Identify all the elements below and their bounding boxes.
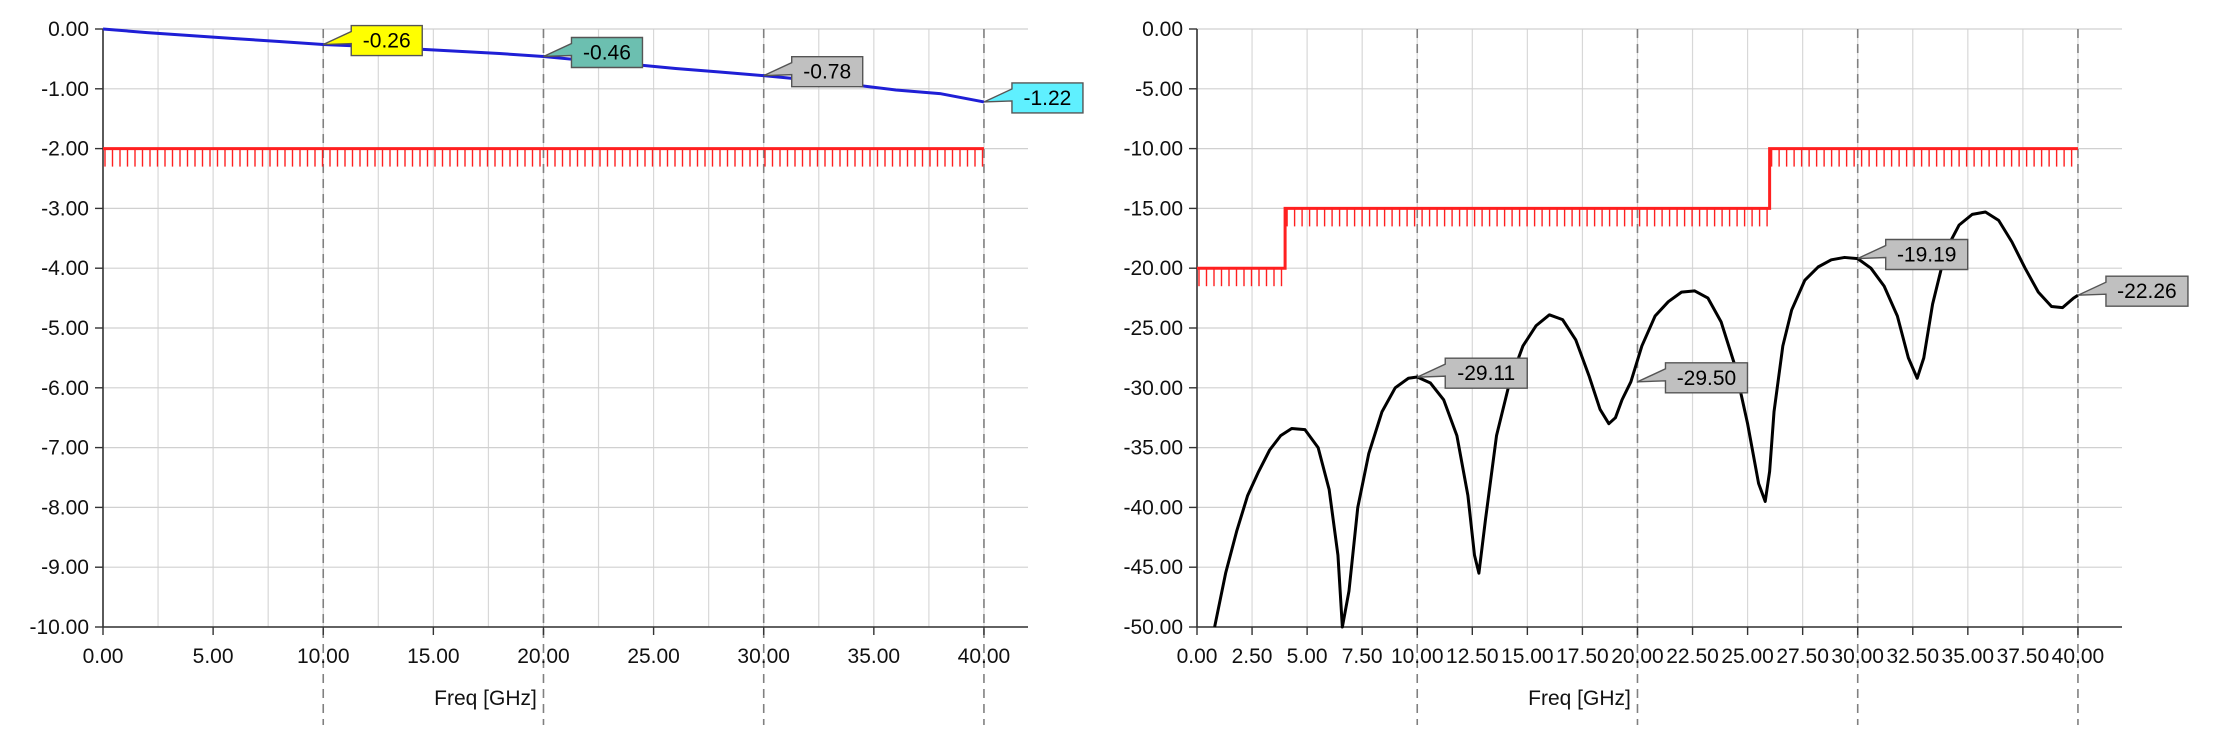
y-tick-label: -10.00 <box>29 616 89 639</box>
x-tick-label: 25.00 <box>1721 645 1774 668</box>
y-tick-label: -10.00 <box>1123 138 1183 161</box>
marker-label: -0.26 <box>363 30 411 53</box>
y-tick-label: -5.00 <box>41 317 89 340</box>
x-tick-label: 15.00 <box>1501 645 1554 668</box>
x-tick-label: 0.00 <box>1177 645 1218 668</box>
y-tick-label: -6.00 <box>41 377 89 400</box>
marker-callout <box>1416 357 1528 389</box>
x-tick-label: 32.50 <box>1886 645 1939 668</box>
y-tick-label: -3.00 <box>41 197 89 220</box>
marker-callout <box>763 55 864 88</box>
y-tick-label: -5.00 <box>1135 78 1183 101</box>
x-tick-label: 17.50 <box>1556 645 1609 668</box>
y-tick-label: -8.00 <box>41 496 89 519</box>
x-tick-label: 22.50 <box>1666 645 1719 668</box>
marker-callout <box>1857 238 1969 271</box>
x-tick-label: 35.00 <box>1942 645 1995 668</box>
x-tick-label: 10.00 <box>297 645 350 668</box>
x-tick-label: 30.00 <box>1831 645 1884 668</box>
x-tick-label: 30.00 <box>737 645 790 668</box>
x-tick-label: 27.50 <box>1776 645 1829 668</box>
marker-callout <box>543 36 644 69</box>
x-tick-label: 10.00 <box>1391 645 1444 668</box>
marker-callout <box>1637 362 1749 394</box>
marker-label: -0.46 <box>583 42 631 65</box>
y-tick-label: -9.00 <box>41 556 89 579</box>
x-tick-label: 15.00 <box>407 645 460 668</box>
x-tick-label: 20.00 <box>517 645 570 668</box>
marker-callout <box>983 82 1084 114</box>
y-tick-label: 0.00 <box>1142 18 1183 41</box>
y-tick-label: -30.00 <box>1123 377 1183 400</box>
y-tick-label: -4.00 <box>41 257 89 280</box>
y-tick-label: -1.00 <box>41 78 89 101</box>
marker-label: -0.78 <box>803 61 851 84</box>
series-line <box>1213 210 2079 629</box>
y-tick-label: -50.00 <box>1123 616 1183 639</box>
x-tick-label: 2.50 <box>1232 645 1273 668</box>
marker-label: -1.22 <box>1024 87 1072 110</box>
chart-1: 0.00 5.00 10.00 15.00 20.00 25.00 30.00 35.00 40… <box>29 18 1084 725</box>
marker-label: -29.11 <box>1457 362 1515 385</box>
x-tick-label: 40.00 <box>958 645 1011 668</box>
y-tick-label: -35.00 <box>1123 437 1183 460</box>
y-tick-label: -40.00 <box>1123 496 1183 519</box>
y-tick-label: -20.00 <box>1123 257 1183 280</box>
marker-callout <box>322 24 423 57</box>
marker-label: -29.50 <box>1677 367 1737 390</box>
marker-label: -19.19 <box>1897 244 1957 267</box>
x-tick-label: 5.00 <box>193 645 234 668</box>
x-tick-label: 40.00 <box>2052 645 2105 668</box>
chart-2: 0.00 2.50 5.00 7.50 10.00 12.50 15.00 17.50 20.0… <box>1123 18 2189 725</box>
marker-label: -22.26 <box>2117 280 2177 303</box>
y-tick-label: -7.00 <box>41 437 89 460</box>
x-tick-label: 37.50 <box>1997 645 2050 668</box>
y-tick-label: -45.00 <box>1123 556 1183 579</box>
y-tick-label: -15.00 <box>1123 197 1183 220</box>
marker-callout <box>2077 275 2189 307</box>
y-tick-label: -25.00 <box>1123 317 1183 340</box>
x-axis-title: Freq [GHz] <box>434 687 537 710</box>
x-tick-label: 12.50 <box>1446 645 1499 668</box>
x-tick-label: 5.00 <box>1287 645 1328 668</box>
x-tick-label: 20.00 <box>1611 645 1664 668</box>
x-tick-label: 35.00 <box>848 645 901 668</box>
x-tick-label: 7.50 <box>1342 645 1383 668</box>
x-tick-label: 0.00 <box>83 645 124 668</box>
x-axis-title: Freq [GHz] <box>1528 687 1631 710</box>
y-tick-label: 0.00 <box>48 18 89 41</box>
x-tick-label: 25.00 <box>627 645 680 668</box>
y-tick-label: -2.00 <box>41 138 89 161</box>
